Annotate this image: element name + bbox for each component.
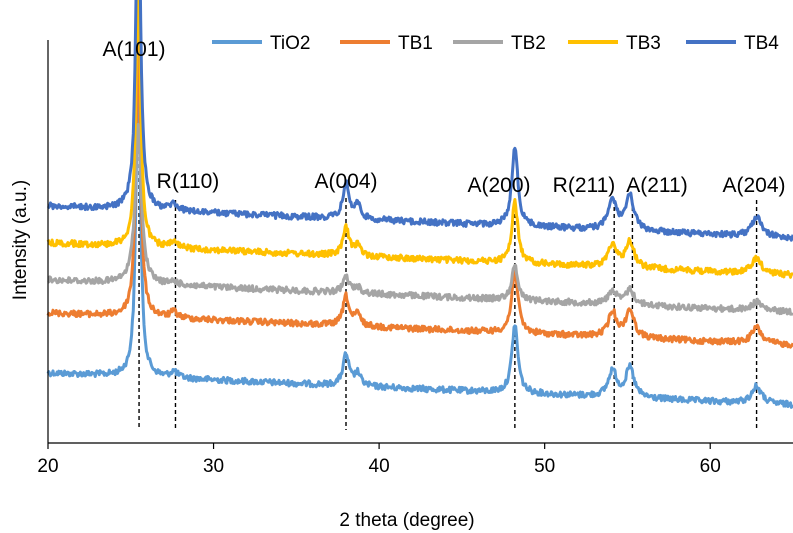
x-tick-label: 20 <box>37 456 58 477</box>
axes <box>47 40 793 444</box>
annotation-label: A(204) <box>722 174 785 197</box>
x-tick-label: 60 <box>700 456 721 477</box>
annotation-label: R(211) <box>553 174 616 197</box>
annotation-label: A(200) <box>467 174 530 197</box>
x-tick-label: 50 <box>534 456 555 477</box>
series-line-tb1 <box>46 25 793 349</box>
series-line-tb2 <box>47 122 793 316</box>
legend-label: TB4 <box>744 33 779 54</box>
legend: TiO2 TB1 TB2 TB3 TB4 <box>212 33 779 54</box>
x-tick-label: 40 <box>369 456 390 477</box>
annotation-labels: A(101) R(110) A(004) A(200) R(211) A(211) A(20… <box>102 38 785 197</box>
series-line-tio2 <box>46 67 793 409</box>
series-line-tb3 <box>46 0 793 279</box>
series-lines <box>46 0 793 409</box>
y-axis-title: Intensity (a.u.) <box>10 180 31 300</box>
x-axis-title: 2 theta (degree) <box>339 510 474 531</box>
x-ticks: 20 30 40 50 60 <box>37 443 721 477</box>
legend-label: TB3 <box>626 33 661 54</box>
annotation-label: A(004) <box>314 170 377 193</box>
annotation-label: A(211) <box>626 174 687 197</box>
legend-label: TiO2 <box>270 33 310 54</box>
annotation-label: A(101) <box>102 38 165 61</box>
annotation-label: R(110) <box>157 170 220 193</box>
legend-label: TB1 <box>398 33 433 54</box>
legend-label: TB2 <box>511 33 546 54</box>
x-tick-label: 30 <box>203 456 224 477</box>
series-line-tb4 <box>47 0 793 242</box>
